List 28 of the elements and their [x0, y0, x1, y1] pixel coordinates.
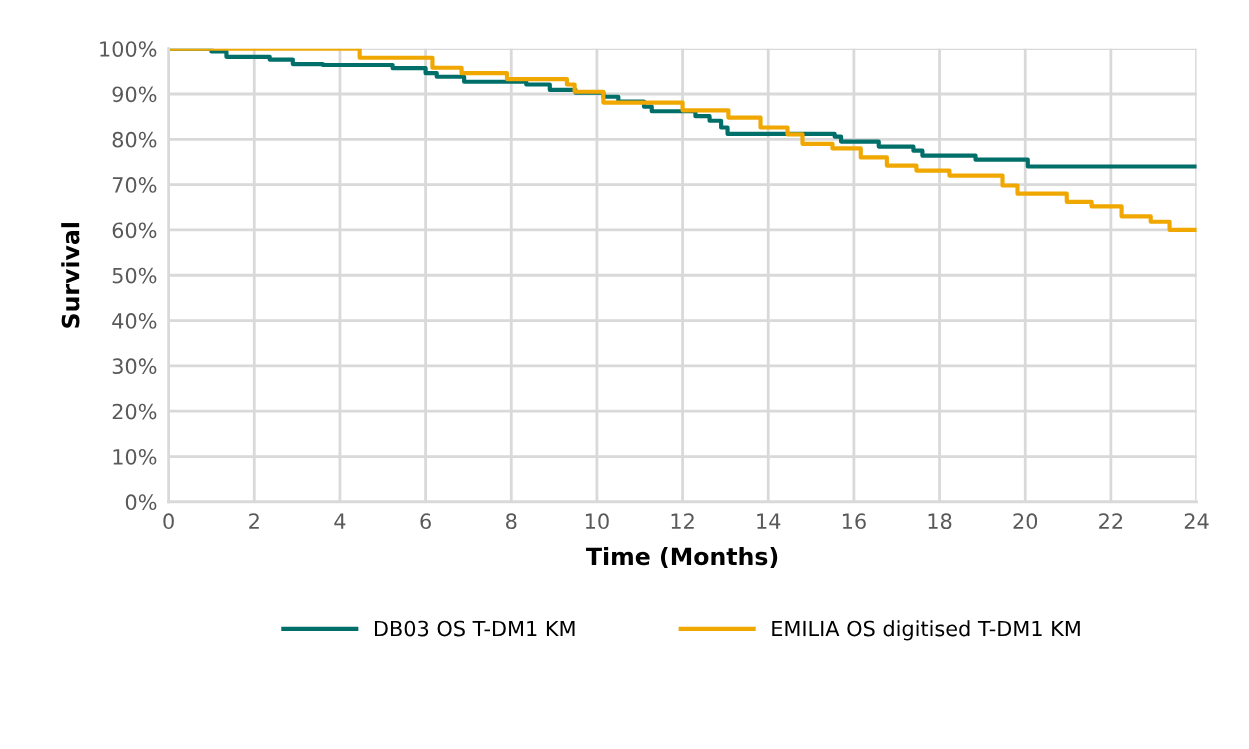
x-axis-title: Time (Months): [586, 546, 778, 569]
y-tick-label: 70%: [112, 177, 157, 193]
legend-label: EMILIA OS digitised T-DM1 KM: [772, 620, 1080, 641]
y-tick-label: 0%: [125, 494, 157, 511]
x-tick-label: 8: [506, 513, 517, 530]
x-tick-label: 4: [334, 513, 346, 529]
y-tick-label: 80%: [112, 131, 157, 148]
y-tick-label: 30%: [112, 358, 157, 375]
y-tick-label: 100%: [100, 41, 157, 57]
x-tick-label: 12: [671, 513, 694, 529]
y-tick-label: 10%: [113, 448, 157, 465]
y-tick-label: 50%: [112, 267, 157, 284]
y-tick-label: 60%: [112, 222, 157, 239]
y-tick-label: 90%: [112, 86, 157, 103]
x-tick-label: 24: [1184, 513, 1209, 529]
x-tick-label: 16: [842, 513, 866, 530]
x-tick-label: 14: [757, 513, 781, 529]
x-tick-label: 18: [928, 513, 952, 530]
x-tick-label: 0: [163, 513, 174, 530]
x-tick-label: 20: [1013, 513, 1038, 530]
x-tick-label: 22: [1099, 513, 1123, 529]
legend-label: DB03 OS T-DM1 KM: [374, 620, 575, 637]
x-tick-label: 6: [420, 513, 431, 530]
x-tick-label: 10: [585, 513, 609, 530]
y-tick-label: 20%: [112, 403, 157, 420]
x-tick-label: 2: [249, 513, 259, 529]
y-tick-label: 40%: [112, 313, 157, 329]
y-axis-title: Survival: [61, 223, 80, 328]
